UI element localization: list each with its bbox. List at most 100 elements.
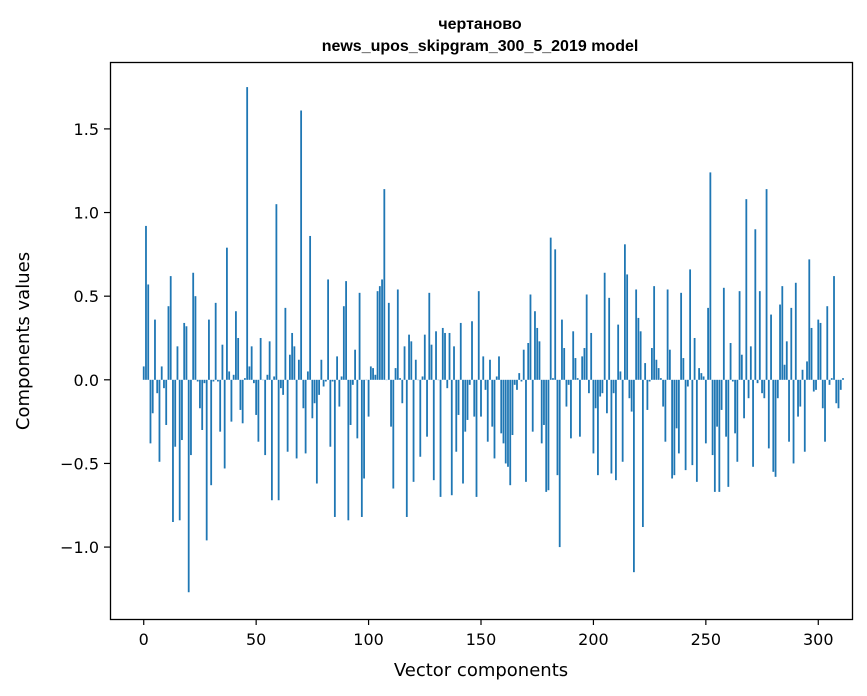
bar-247: [698, 368, 700, 380]
bar-45: [244, 378, 246, 380]
bar-275: [761, 379, 763, 394]
bar-187: [563, 348, 566, 380]
bar-252: [709, 172, 712, 380]
bar-294: [803, 379, 806, 452]
bar-117: [405, 379, 408, 517]
bar-226: [650, 348, 653, 380]
bar-218: [633, 379, 635, 573]
bar-161: [504, 379, 507, 464]
bar-27: [203, 379, 206, 384]
bar-304: [826, 306, 829, 380]
bar-204: [601, 379, 604, 394]
bar-291: [797, 379, 799, 417]
bar-245: [693, 337, 696, 380]
bar-236: [673, 379, 676, 476]
bar-271: [752, 379, 754, 467]
bar-98: [363, 379, 365, 479]
bar-83: [329, 379, 332, 447]
bar-75: [311, 379, 314, 419]
bar-153: [486, 379, 489, 442]
bar-26: [201, 379, 204, 430]
bar-207: [608, 297, 611, 380]
bar-133: [441, 327, 444, 380]
bar-142: [462, 379, 464, 484]
bar-150: [480, 379, 482, 417]
bar-274: [758, 291, 761, 380]
bar-196: [583, 348, 586, 380]
bar-177: [540, 379, 543, 444]
bar-36: [223, 379, 226, 469]
bar-56: [268, 341, 271, 380]
bar-221: [639, 331, 642, 380]
bar-297: [810, 327, 813, 380]
bar-257: [720, 379, 723, 410]
bar-89: [342, 306, 345, 380]
bar-174: [534, 311, 536, 380]
bar-67: [293, 346, 296, 380]
bar-132: [439, 379, 442, 497]
bar-88: [340, 376, 343, 380]
x-tick-label: 0: [139, 630, 149, 649]
bar-278: [767, 379, 770, 449]
bar-300: [817, 319, 820, 380]
bar-110: [390, 379, 392, 427]
bar-38: [228, 371, 231, 380]
bar-288: [790, 307, 793, 380]
bar-16: [178, 379, 181, 521]
bar-154: [489, 359, 491, 380]
bar-166: [516, 379, 518, 390]
bar-282: [776, 379, 779, 399]
bar-147: [473, 379, 476, 417]
bar-15: [176, 346, 179, 380]
bar-222: [641, 379, 644, 528]
bar-241: [684, 379, 687, 471]
bar-192: [574, 358, 577, 380]
bar-215: [626, 274, 629, 380]
bar-46: [246, 87, 249, 380]
bar-149: [477, 291, 480, 380]
bar-71: [302, 379, 305, 409]
bar-139: [455, 379, 458, 452]
bar-230: [659, 378, 662, 380]
bar-199: [590, 332, 593, 380]
bar-193: [576, 378, 579, 380]
bar-162: [507, 379, 509, 467]
x-axis-label: Vector components: [394, 660, 568, 681]
bar-62: [282, 379, 285, 395]
bar-285: [783, 364, 786, 380]
bar-157: [495, 376, 498, 380]
bar-217: [630, 379, 633, 412]
bar-22: [192, 272, 195, 380]
bar-10: [165, 379, 168, 425]
bar-14: [174, 379, 177, 447]
bar-234: [668, 349, 671, 380]
bar-116: [403, 346, 406, 380]
bar-220: [637, 317, 640, 380]
bar-242: [686, 379, 689, 387]
bar-164: [511, 379, 514, 436]
bar-92: [349, 379, 352, 425]
bar-74: [309, 235, 312, 380]
bar-48: [250, 346, 253, 380]
bar-206: [606, 379, 608, 414]
bar-11: [167, 306, 170, 380]
bar-24: [196, 379, 199, 382]
bar-309: [837, 379, 840, 409]
bar-258: [722, 287, 725, 380]
bar-82: [327, 279, 329, 380]
bar-9: [163, 379, 165, 389]
chart-title: чертаново: [438, 16, 522, 33]
bar-253: [711, 379, 714, 456]
bar-197: [585, 294, 588, 380]
bar-284: [781, 286, 784, 380]
bar-232: [664, 379, 667, 442]
bar-127: [428, 292, 431, 380]
bar-250: [704, 379, 707, 444]
bar-276: [763, 379, 766, 399]
bar-279: [770, 314, 772, 380]
bar-263: [734, 379, 736, 434]
bar-229: [657, 368, 660, 380]
bar-35: [221, 344, 224, 380]
bar-243: [689, 269, 692, 380]
bar-167: [518, 373, 521, 380]
